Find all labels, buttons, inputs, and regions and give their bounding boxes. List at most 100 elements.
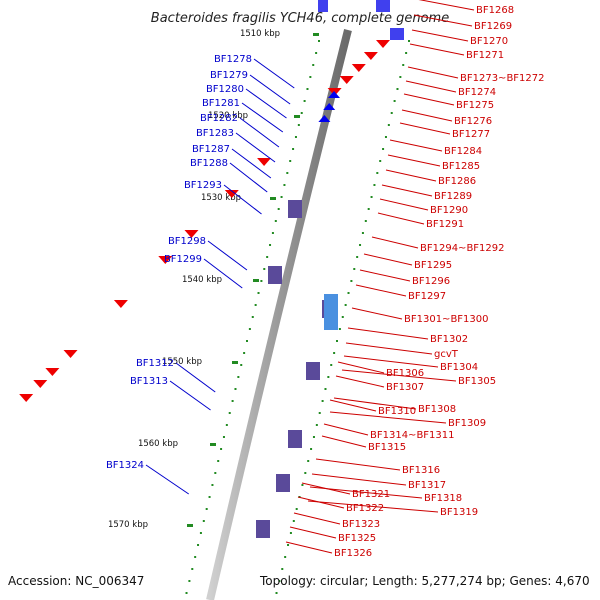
right-gene-label: BF1297 <box>408 291 446 302</box>
right-gene-label: BF1308 <box>418 404 456 415</box>
right-gene-label: BF1319 <box>440 507 478 518</box>
left-gene-label: BF1313 <box>130 376 168 387</box>
right-gene-label: BF1296 <box>412 276 450 287</box>
right-leader-line <box>347 327 429 340</box>
left-gene-label: BF1298 <box>168 236 206 247</box>
tick-dot <box>310 448 313 450</box>
left-gene-label: BF1278 <box>214 54 252 65</box>
tick-dot <box>300 112 303 114</box>
right-gene-label: BF1322 <box>346 503 384 514</box>
tick-dot <box>220 448 223 450</box>
left-gene-label: BF1312 <box>136 358 174 369</box>
tick-dot <box>234 388 237 390</box>
left-leader-line <box>229 162 268 193</box>
tick-dot <box>312 64 315 66</box>
right-leader-line <box>337 361 385 374</box>
tick-dot <box>318 412 321 414</box>
tick-dot <box>336 340 338 342</box>
scale-label: 1530 kbp <box>201 193 241 203</box>
right-gene-label: BF1273~BF1272 <box>460 73 545 84</box>
tick-dot <box>390 112 393 114</box>
right-leader-line <box>345 342 433 355</box>
left-leader-line <box>249 74 291 105</box>
tick-dot <box>327 376 330 378</box>
tick-dot <box>292 148 295 150</box>
tick-dot <box>194 556 197 558</box>
right-leader-line <box>411 29 469 42</box>
right-leader-line <box>359 269 411 282</box>
right-gene-label: BF1306 <box>386 368 424 379</box>
tick-dot <box>286 172 289 174</box>
scale-tick <box>270 197 276 200</box>
left-leader-line <box>253 58 295 89</box>
tick-dot <box>304 472 307 474</box>
tick-dot <box>347 292 350 294</box>
right-gene-label: BF1307 <box>386 382 424 393</box>
tick-dot <box>307 460 310 462</box>
scale-label: 1520 kbp <box>208 111 248 121</box>
right-gene-label: BF1271 <box>466 50 504 61</box>
right-gene-label: BF1301~BF1300 <box>404 314 489 325</box>
gene-box <box>288 200 302 218</box>
tick-dot <box>251 316 254 318</box>
right-leader-line <box>379 198 429 211</box>
right-gene-label: BF1315 <box>368 442 406 453</box>
tick-dot <box>295 508 298 510</box>
gene-box <box>390 28 404 40</box>
right-gene-label: BF1326 <box>334 548 372 559</box>
tick-dot <box>402 64 405 66</box>
left-gene-label: BF1287 <box>192 144 230 155</box>
gene-box <box>276 474 290 492</box>
scale-tick <box>313 33 319 36</box>
tick-dot <box>350 280 353 282</box>
tick-dot <box>379 160 382 162</box>
left-leader-line <box>239 117 280 148</box>
left-leader-line <box>245 88 287 119</box>
gene-arrow-red <box>63 350 78 358</box>
tick-dot <box>301 484 304 486</box>
tick-dot <box>231 400 234 402</box>
tick-dot <box>188 580 191 582</box>
tick-dot <box>205 508 208 510</box>
right-leader-line <box>351 307 403 320</box>
left-leader-line <box>145 464 190 495</box>
right-leader-line <box>323 423 369 436</box>
left-gene-label: BF1283 <box>196 128 234 139</box>
gene-features <box>19 0 404 538</box>
tick-dot <box>344 304 347 306</box>
tick-dot <box>399 76 402 78</box>
gene-arrow-red <box>363 52 378 60</box>
left-leader-line <box>223 184 262 215</box>
tick-dot <box>277 208 280 210</box>
tick-dot <box>280 196 283 198</box>
gene-arrow-blue <box>328 91 340 98</box>
right-leader-line <box>333 397 417 410</box>
gene-arrow-red <box>351 64 366 72</box>
scale-label: 1570 kbp <box>108 520 148 530</box>
right-gene-label: gcvT <box>434 349 459 360</box>
gene-box <box>324 294 338 330</box>
right-leader-line <box>297 496 345 509</box>
gene-box <box>318 0 328 12</box>
gene-arrow-red <box>158 256 173 264</box>
left-leader-line <box>207 240 248 271</box>
tick-dot <box>211 484 214 486</box>
tick-dot <box>376 172 379 174</box>
right-leader-line <box>321 435 367 448</box>
tick-dot <box>208 496 211 498</box>
gene-arrow-red <box>113 300 128 308</box>
left-gene-label: BF1299 <box>164 254 202 265</box>
right-gene-label: BF1289 <box>434 191 472 202</box>
scale-label: 1560 kbp <box>138 439 178 449</box>
right-gene-label: BF1325 <box>338 533 376 544</box>
left-leader-line <box>169 380 211 411</box>
tick-dot <box>294 136 297 138</box>
right-gene-label: BF1318 <box>424 493 462 504</box>
tick-dot <box>237 376 240 378</box>
right-leader-line <box>311 473 407 486</box>
tick-dot <box>370 196 373 198</box>
left-leader-line <box>203 258 243 289</box>
gene-arrow-blue <box>323 103 336 110</box>
tick-dot <box>257 292 260 294</box>
